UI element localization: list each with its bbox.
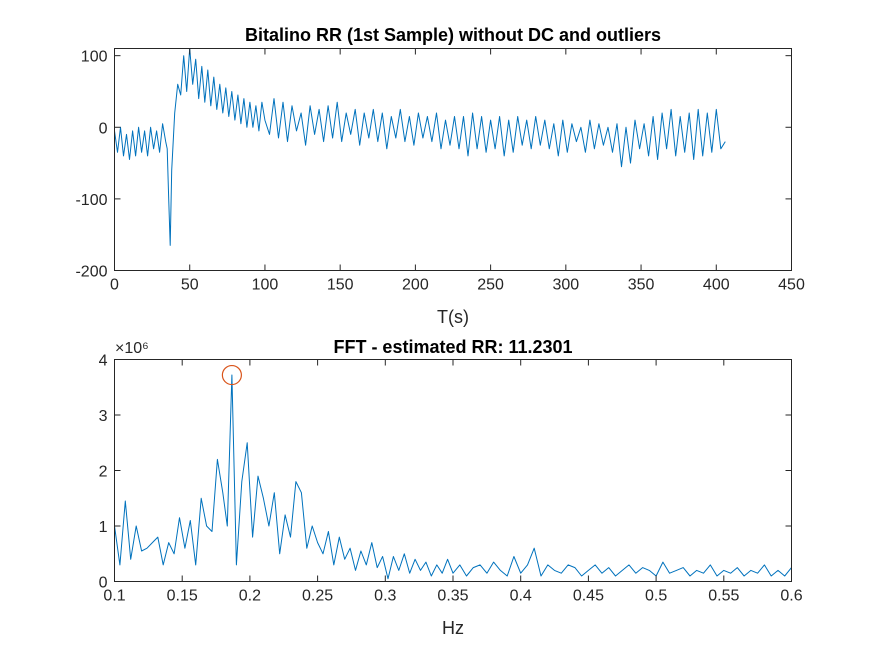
- y-tick-label: 3: [99, 408, 108, 425]
- y-tick-label: -200: [75, 264, 107, 281]
- x-tick-label: 0.35: [437, 588, 468, 605]
- peak-marker: [221, 364, 242, 386]
- x-tick-label: 0.45: [573, 588, 604, 605]
- x-tick-label: 0.3: [374, 588, 396, 605]
- x-tick-label: 200: [402, 277, 429, 294]
- x-tick-label: 0.25: [302, 588, 333, 605]
- x-tick-label: 50: [181, 277, 199, 294]
- y-tick-label: 4: [99, 353, 108, 370]
- y-exponent-label: ×10⁶: [115, 340, 149, 357]
- series-line: [114, 48, 726, 246]
- y-tick-label: -100: [75, 192, 107, 209]
- plot-frame: [114, 48, 792, 271]
- subplot-time-domain: Bitalino RR (1st Sample) without DC and …: [75, 25, 804, 327]
- x-tick-label: 400: [703, 277, 730, 294]
- x-tick-label: 0.5: [645, 588, 667, 605]
- series-line: [114, 374, 792, 580]
- x-tick-label: 350: [628, 277, 655, 294]
- y-tick-label: 2: [99, 464, 108, 481]
- y-tick-label: 0: [99, 120, 108, 137]
- y-tick-label: 100: [81, 49, 108, 66]
- x-tick-label: 0.6: [780, 588, 802, 605]
- y-tick-label: 0: [99, 575, 108, 592]
- plot-frame: [114, 359, 792, 582]
- series-line-group: [114, 364, 792, 580]
- tick-group: 0 50 100 150 200 250 300 350 400 450 -200 -100 0 100: [75, 48, 805, 294]
- x-tick-label: 150: [327, 277, 354, 294]
- chart-title: Bitalino RR (1st Sample) without DC and …: [245, 25, 661, 45]
- x-tick-label: 450: [778, 277, 805, 294]
- x-tick-label: 100: [252, 277, 279, 294]
- tick-group: 0.1 0.15 0.2 0.25 0.3 0.35 0.4 0.45 0.5 0.55 0.6 0 1…: [99, 353, 803, 605]
- x-tick-label: 0.4: [510, 588, 532, 605]
- x-tick-label: 300: [552, 277, 579, 294]
- x-tick-label: 0.1: [103, 588, 125, 605]
- x-tick-label: 250: [477, 277, 504, 294]
- x-tick-label: 0.15: [167, 588, 198, 605]
- x-tick-label: 0.2: [239, 588, 261, 605]
- y-tick-label: 1: [99, 519, 108, 536]
- x-tick-label: 0: [110, 277, 119, 294]
- x-tick-label: 0.55: [708, 588, 739, 605]
- series-line-group: [114, 48, 726, 246]
- x-axis-label: T(s): [437, 307, 469, 327]
- subplot-fft: FFT - estimated RR: 11.2301 ×10⁶ 0.1 0.15…: [99, 337, 803, 638]
- chart-title: FFT - estimated RR: 11.2301: [333, 337, 572, 357]
- x-axis-label: Hz: [442, 618, 464, 638]
